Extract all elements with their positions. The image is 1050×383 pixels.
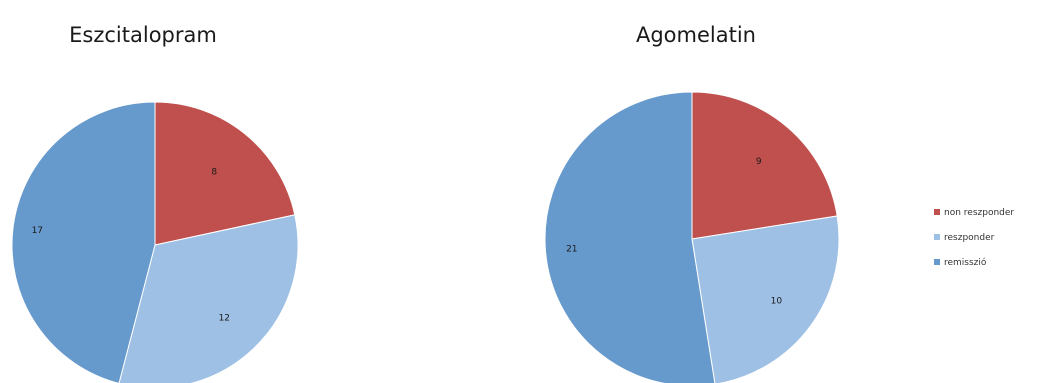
pie-slice-remisszio — [544, 91, 716, 383]
chart-title: Eszcitalopram — [69, 23, 217, 47]
legend-swatch — [934, 234, 940, 240]
legend-item-non-reszponder: non reszponder — [934, 208, 1014, 218]
pie-slice-reszponder — [118, 214, 299, 383]
pie-slice-remisszio — [11, 101, 156, 383]
legend-item-reszponder: reszponder — [934, 233, 995, 243]
legend-swatch — [934, 209, 940, 215]
pie-slice-non-reszponder — [691, 91, 838, 240]
legend-label: non reszponder — [944, 208, 1014, 218]
pie-data-label: 21 — [566, 245, 577, 255]
pie-data-label: 17 — [32, 226, 43, 236]
chart-title: Agomelatin — [636, 23, 756, 47]
legend: non reszponder reszponder remisszió — [934, 208, 1014, 268]
pie-data-label: 8 — [211, 168, 217, 178]
pie-slice-reszponder — [691, 215, 840, 383]
legend-label: reszponder — [944, 233, 995, 243]
pie-chart-eszcitalopram: Eszcitalopram 8 12 17 — [11, 23, 299, 383]
pie-chart-agomelatin: Agomelatin 9 10 21 — [544, 23, 840, 383]
pie-data-label: 12 — [219, 313, 230, 323]
legend-swatch — [934, 259, 940, 265]
legend-item-remisszio: remisszió — [934, 257, 987, 268]
pie-data-label: 9 — [756, 157, 762, 167]
legend-label: remisszió — [944, 257, 987, 268]
pie-data-label: 10 — [771, 296, 783, 306]
pie-slice-non-reszponder — [154, 101, 296, 246]
